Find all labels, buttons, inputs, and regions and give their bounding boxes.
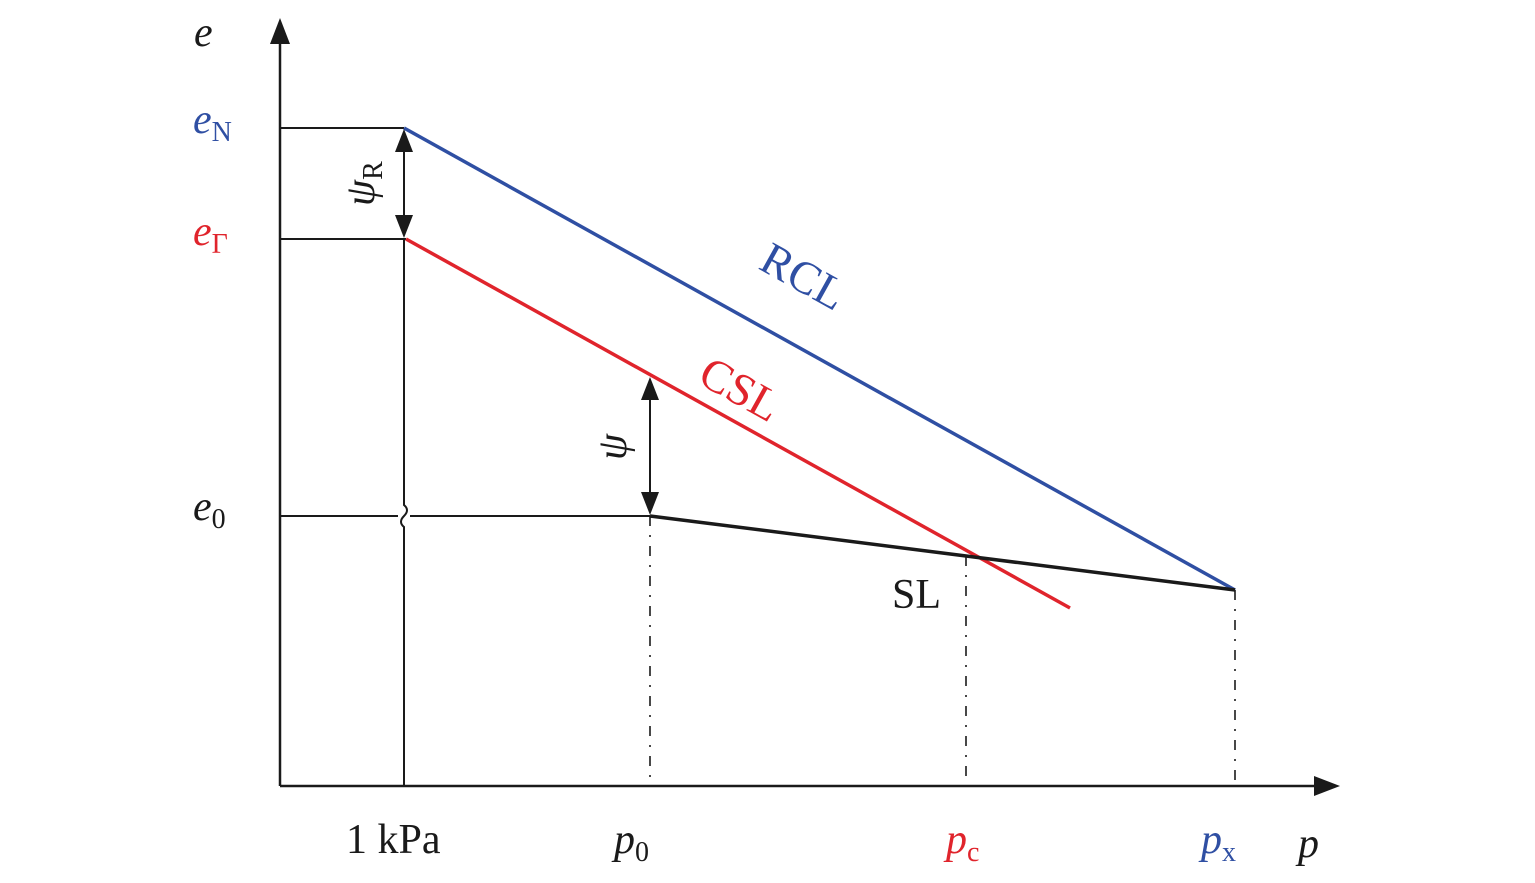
rcl-line [403,126,1236,592]
x-axis-label: p [1295,821,1319,867]
sl-label: SL [892,572,941,618]
px-label: px [1198,817,1236,868]
psi-r-double-arrow [395,129,413,238]
one-kpa-label: 1 kPa [346,817,441,863]
eGamma-label: eΓ [193,209,228,260]
psi-double-arrow [641,377,659,515]
psi-r-label: ψR [338,161,389,206]
y-axis-label: e [194,10,213,56]
sl-line [649,514,1236,592]
eN-label: eN [193,97,232,148]
p0-label: p0 [611,817,649,868]
one-kpa-vertical-line [400,239,408,786]
x-axis-arrowhead [1314,776,1340,796]
pc-label: pc [943,817,979,868]
rcl-label: RCL [752,232,855,320]
psi-label: ψ [590,433,636,460]
e0-label: e0 [193,484,226,535]
csl-line [405,237,1071,610]
y-axis-arrowhead [270,18,290,44]
csl-label: CSL [691,346,790,432]
